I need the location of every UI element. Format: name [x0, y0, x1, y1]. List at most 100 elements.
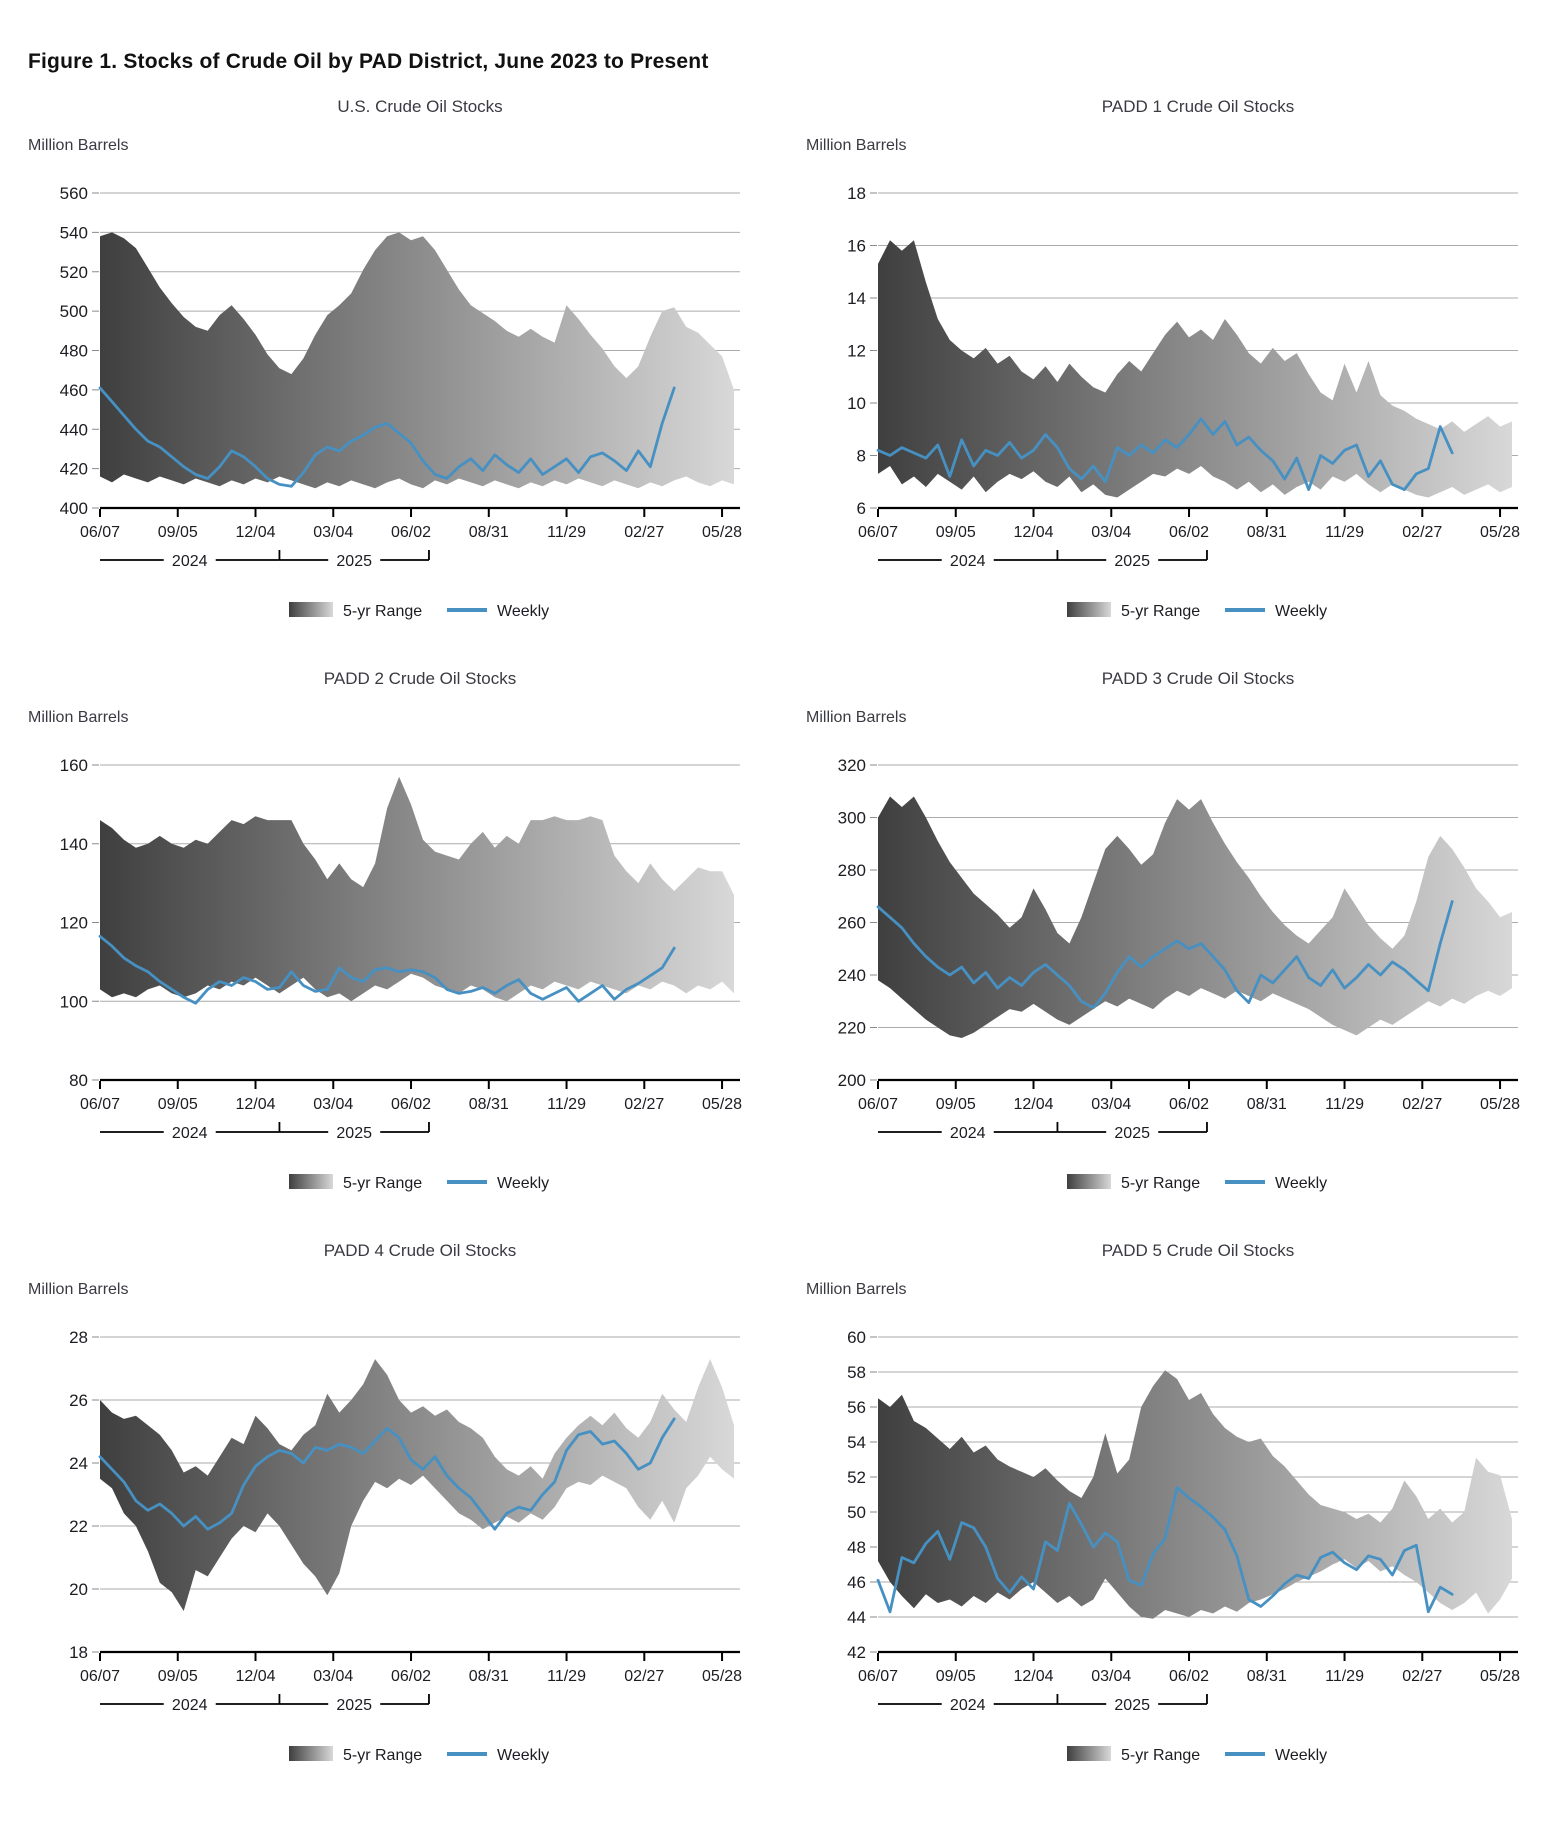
- legend-weekly-label: Weekly: [497, 1747, 549, 1764]
- chart-padd3-crude-oil-stocks: PADD 3 Crude Oil Stocks Million Barrels 20…: [806, 669, 1520, 1192]
- x-tick-label: 06/07: [80, 524, 120, 541]
- x-tick-label: 12/04: [235, 1096, 275, 1113]
- y-tick-label: 320: [838, 756, 866, 775]
- x-tick-label: 09/05: [158, 524, 198, 541]
- chart-cell-us: U.S. Crude Oil Stocks Million Barrels 400 4…: [0, 88, 778, 660]
- y-tick-label: 52: [847, 1468, 866, 1487]
- five-year-range-band: [878, 796, 1512, 1038]
- x-tick-label: 05/28: [1480, 524, 1520, 541]
- y-axis-unit-label: Million Barrels: [806, 709, 906, 726]
- chart-cell-padd3: PADD 3 Crude Oil Stocks Million Barrels 20…: [778, 660, 1556, 1232]
- chart-title: PADD 4 Crude Oil Stocks: [324, 1241, 516, 1260]
- x-tick-label: 08/31: [469, 524, 509, 541]
- x-tick-label: 06/02: [1169, 1096, 1209, 1113]
- y-tick-label: 400: [60, 499, 88, 518]
- weekly-line: [876, 417, 1454, 492]
- x-tick-label: 02/27: [1402, 1096, 1442, 1113]
- y-tick-label: 80: [69, 1071, 88, 1090]
- weekly-line: [876, 900, 1454, 1010]
- y-tick-label: 22: [69, 1517, 88, 1536]
- x-tick-label: 09/05: [158, 1668, 198, 1685]
- x-tick-label: 09/05: [936, 524, 976, 541]
- x-tick-label: 03/04: [1091, 524, 1131, 541]
- x-tick-label: 08/31: [1247, 524, 1287, 541]
- y-tick-label: 6: [857, 499, 866, 518]
- y-tick-label: 520: [60, 263, 88, 282]
- chart-cell-padd2: PADD 2 Crude Oil Stocks Million Barrels 80…: [0, 660, 778, 1232]
- y-tick-label: 24: [69, 1454, 88, 1473]
- five-year-range-band: [100, 1359, 734, 1611]
- y-tick-label: 280: [838, 861, 866, 880]
- y-axis-unit-label: Million Barrels: [806, 1281, 906, 1298]
- y-tick-label: 220: [838, 1019, 866, 1038]
- x-tick-label: 02/27: [624, 1096, 664, 1113]
- x-tick-label: 06/07: [858, 524, 898, 541]
- x-tick-label: 11/29: [547, 524, 586, 541]
- x-tick-label: 03/04: [313, 524, 353, 541]
- legend-range-label: 5-yr Range: [343, 1747, 422, 1764]
- x-tick-label: 03/04: [1091, 1096, 1131, 1113]
- y-tick-label: 260: [838, 914, 866, 933]
- y-tick-label: 240: [838, 966, 866, 985]
- year-label: 2025: [1114, 1697, 1150, 1714]
- y-tick-label: 26: [69, 1391, 88, 1410]
- x-tick-label: 05/28: [702, 1668, 742, 1685]
- y-axis-unit-label: Million Barrels: [28, 1281, 128, 1298]
- legend-range-swatch: [289, 1174, 333, 1189]
- legend-range-swatch: [1067, 1174, 1111, 1189]
- x-tick-label: 08/31: [1247, 1096, 1287, 1113]
- chart-title: PADD 5 Crude Oil Stocks: [1102, 1241, 1294, 1260]
- y-tick-label: 56: [847, 1398, 866, 1417]
- y-tick-label: 44: [847, 1608, 866, 1627]
- chart-title: U.S. Crude Oil Stocks: [337, 97, 502, 116]
- x-tick-label: 06/02: [391, 1668, 431, 1685]
- x-tick-label: 11/29: [1325, 1668, 1364, 1685]
- weekly-line: [98, 1417, 676, 1531]
- y-tick-label: 8: [857, 447, 866, 466]
- y-tick-label: 28: [69, 1328, 88, 1347]
- x-tick-label: 05/28: [702, 524, 742, 541]
- x-tick-label: 02/27: [624, 524, 664, 541]
- x-tick-label: 06/07: [858, 1096, 898, 1113]
- y-tick-label: 60: [847, 1328, 866, 1347]
- figure-title: Figure 1. Stocks of Crude Oil by PAD Dis…: [28, 50, 709, 73]
- chart-padd4-crude-oil-stocks: PADD 4 Crude Oil Stocks Million Barrels 18…: [28, 1241, 742, 1764]
- x-tick-label: 03/04: [1091, 1668, 1131, 1685]
- legend-range-label: 5-yr Range: [343, 1175, 422, 1192]
- y-tick-label: 20: [69, 1580, 88, 1599]
- year-label: 2025: [336, 1697, 372, 1714]
- x-tick-label: 02/27: [624, 1668, 664, 1685]
- y-tick-label: 500: [60, 302, 88, 321]
- x-tick-label: 02/27: [1402, 1668, 1442, 1685]
- x-tick-label: 06/02: [391, 1096, 431, 1113]
- y-tick-label: 440: [60, 420, 88, 439]
- y-tick-label: 120: [60, 914, 88, 933]
- year-label: 2024: [950, 1697, 986, 1714]
- year-label: 2024: [172, 1125, 208, 1142]
- x-tick-label: 05/28: [1480, 1096, 1520, 1113]
- x-tick-label: 06/02: [1169, 524, 1209, 541]
- x-tick-label: 09/05: [936, 1668, 976, 1685]
- year-label: 2024: [950, 553, 986, 570]
- legend-range-swatch: [289, 602, 333, 617]
- legend-range-label: 5-yr Range: [1121, 1175, 1200, 1192]
- chart-title: PADD 3 Crude Oil Stocks: [1102, 669, 1294, 688]
- y-tick-label: 50: [847, 1503, 866, 1522]
- y-tick-label: 12: [847, 342, 866, 361]
- x-tick-label: 05/28: [1480, 1668, 1520, 1685]
- x-tick-label: 08/31: [469, 1096, 509, 1113]
- weekly-line: [98, 386, 676, 488]
- y-tick-label: 48: [847, 1538, 866, 1557]
- x-tick-label: 02/27: [1402, 524, 1442, 541]
- x-tick-label: 06/07: [80, 1668, 120, 1685]
- legend-weekly-label: Weekly: [1275, 603, 1327, 620]
- legend-weekly-label: Weekly: [497, 1175, 549, 1192]
- x-tick-label: 12/04: [235, 1668, 275, 1685]
- x-tick-label: 06/07: [858, 1668, 898, 1685]
- x-tick-label: 11/29: [1325, 1096, 1364, 1113]
- y-tick-label: 140: [60, 835, 88, 854]
- x-tick-label: 06/02: [1169, 1668, 1209, 1685]
- y-tick-label: 480: [60, 342, 88, 361]
- year-label: 2024: [172, 553, 208, 570]
